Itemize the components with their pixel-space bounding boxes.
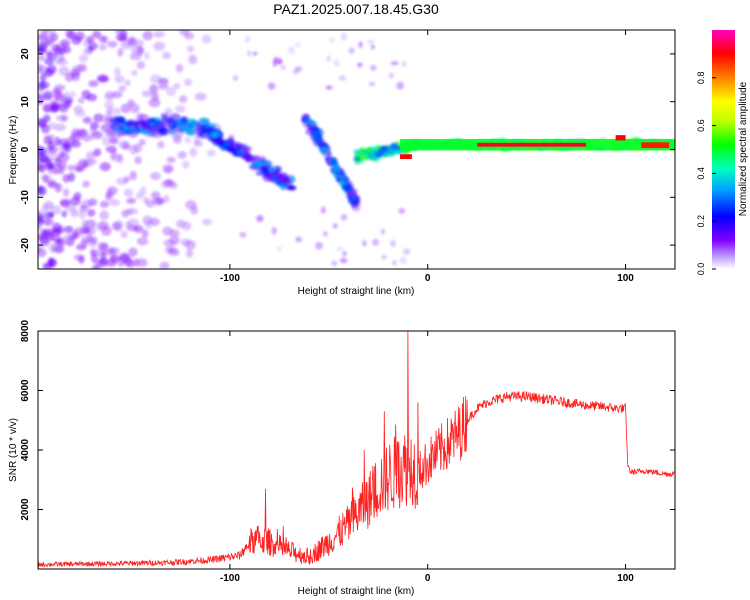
y-tick-label: 2000 bbox=[20, 498, 31, 521]
spectrogram-heatmap bbox=[38, 30, 675, 269]
y-tick-label: 8000 bbox=[20, 319, 31, 342]
x-tick-label: 0 bbox=[425, 573, 431, 584]
y-tick-label: -20 bbox=[20, 237, 31, 252]
x-tick-label: 100 bbox=[617, 573, 634, 584]
colorbar-label: Normalized spectral amplitude bbox=[738, 81, 749, 216]
colorbar-tick-label: 0.6 bbox=[696, 119, 706, 132]
snr-x-ticks: -100 0 100 bbox=[220, 331, 634, 584]
colorbar-tick-label: 0.2 bbox=[696, 215, 706, 228]
y-tick-label: -10 bbox=[20, 190, 31, 205]
y-tick-label: 0 bbox=[20, 146, 31, 152]
x-tick-label: 0 bbox=[425, 273, 431, 284]
spectrogram-ridge bbox=[400, 135, 675, 160]
snr-y-axis-label: SNR (10 * v/v) bbox=[8, 418, 19, 482]
y-tick-label: 10 bbox=[20, 96, 31, 108]
snr-plot-area bbox=[38, 331, 675, 569]
snr-panel: -100 0 100 2000 4000 6000 8000 Height of stra… bbox=[8, 319, 676, 597]
colorbar-tick-label: 0.0 bbox=[696, 263, 706, 276]
colorbar: 0.0 0.2 0.4 0.6 0.8 Normalized spectral ampl… bbox=[696, 30, 749, 275]
colorbar-tick-label: 0.4 bbox=[696, 167, 706, 180]
spectrogram-y-axis-label: Frequency (Hz) bbox=[8, 116, 19, 185]
spectrogram-x-ticks: -100 0 100 bbox=[220, 30, 634, 284]
colorbar-tick-label: 0.8 bbox=[696, 72, 706, 85]
y-tick-label: 4000 bbox=[20, 438, 31, 461]
figure-title: PAZ1.2025.007.18.45.G30 bbox=[273, 1, 439, 17]
colorbar-ticks: 0.0 0.2 0.4 0.6 0.8 bbox=[696, 72, 716, 276]
spectrogram-y-ticks: -20 -10 0 10 20 bbox=[20, 48, 675, 252]
spectrogram-x-axis-label: Height of straight line (km) bbox=[298, 286, 415, 297]
x-tick-label: -100 bbox=[220, 573, 240, 584]
x-tick-label: -100 bbox=[220, 273, 240, 284]
x-tick-label: 100 bbox=[617, 273, 634, 284]
snr-x-axis-label: Height of straight line (km) bbox=[298, 586, 415, 597]
y-tick-label: 20 bbox=[20, 48, 31, 60]
colorbar-gradient bbox=[712, 30, 735, 269]
y-tick-label: 6000 bbox=[20, 379, 31, 402]
snr-y-ticks: 2000 4000 6000 8000 bbox=[20, 319, 675, 521]
snr-series-line bbox=[38, 331, 675, 568]
